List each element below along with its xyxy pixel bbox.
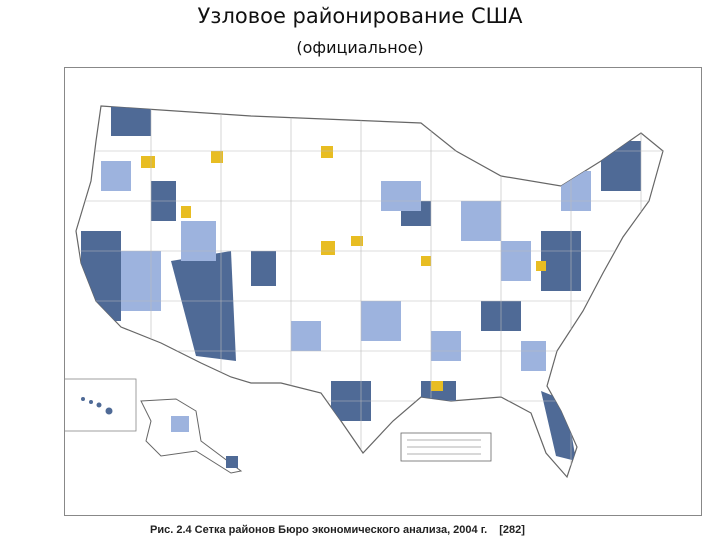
- us-outline: [75, 105, 664, 479]
- region: [101, 161, 131, 191]
- map-legend: [400, 432, 492, 462]
- region: [381, 181, 421, 211]
- region: [461, 201, 501, 241]
- caption-text: Рис. 2.4 Сетка районов Бюро экономическо…: [150, 524, 488, 536]
- region: [541, 231, 581, 291]
- alaska: [140, 398, 243, 474]
- region-patches: [76, 106, 663, 477]
- figure-caption: Рис. 2.4 Сетка районов Бюро экономическо…: [150, 524, 525, 536]
- caption-reference: [282]: [499, 524, 525, 536]
- alaska-region: [226, 456, 238, 468]
- region: [181, 221, 216, 261]
- region: [171, 251, 236, 361]
- region: [431, 381, 443, 391]
- region: [601, 141, 641, 191]
- region: [121, 251, 161, 311]
- region: [321, 146, 333, 158]
- map-frame: [58, 67, 702, 516]
- region: [561, 171, 591, 211]
- region: [181, 206, 191, 218]
- region: [211, 151, 223, 163]
- alaska-region: [171, 416, 189, 432]
- region: [251, 251, 276, 286]
- region: [351, 236, 363, 246]
- yellow-regions: [141, 146, 546, 391]
- slide-subtitle: (официальное): [296, 38, 424, 57]
- region: [521, 341, 546, 371]
- region: [501, 241, 531, 281]
- map: [58, 105, 664, 479]
- region: [111, 106, 151, 136]
- region: [421, 256, 431, 266]
- region: [321, 241, 335, 255]
- slide-title: Узловое районирование США: [197, 4, 523, 28]
- region: [536, 261, 546, 271]
- region: [81, 231, 121, 321]
- region: [141, 156, 155, 168]
- region: [361, 301, 401, 341]
- hawaii: [81, 397, 113, 415]
- region: [291, 321, 321, 351]
- region: [431, 331, 461, 361]
